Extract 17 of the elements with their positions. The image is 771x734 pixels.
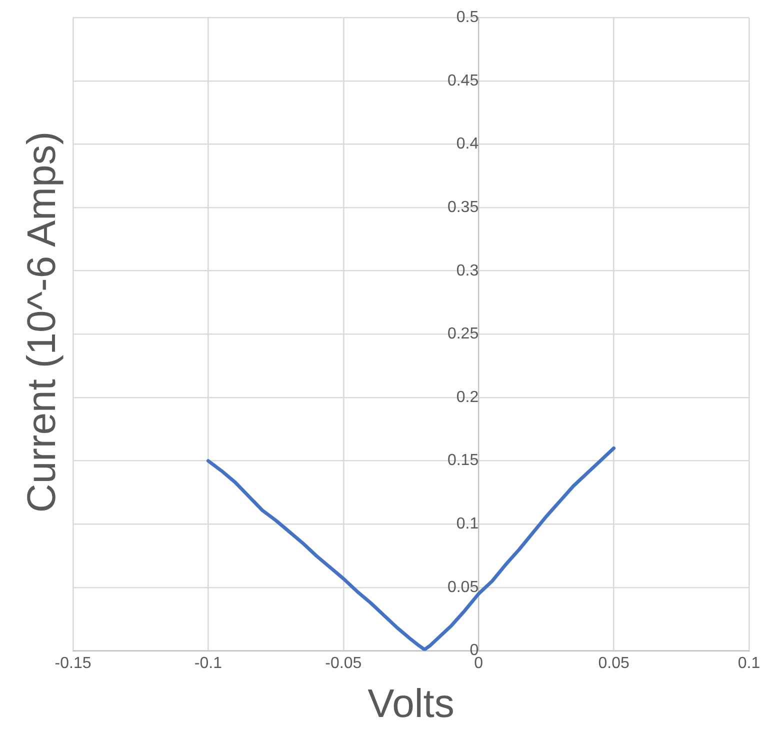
x-tick-label: -0.1 bbox=[194, 654, 222, 672]
x-tick-label: 0.1 bbox=[738, 654, 760, 672]
x-tick-label: -0.15 bbox=[54, 654, 92, 672]
y-tick-label: 0.25 bbox=[447, 326, 479, 343]
y-tick-label: 0.4 bbox=[456, 136, 479, 153]
y-tick-label: 0.45 bbox=[447, 72, 479, 90]
y-tick-label: 0.5 bbox=[456, 9, 479, 26]
y-tick-label: 0.35 bbox=[447, 198, 479, 216]
y-tick-label: 0.05 bbox=[447, 578, 479, 596]
x-tick-label: -0.05 bbox=[325, 654, 362, 672]
y-tick-label: 0.3 bbox=[456, 262, 479, 280]
y-tick-label: 0.2 bbox=[456, 388, 479, 406]
x-tick-label: 0.05 bbox=[598, 654, 630, 672]
y-axis-title: Current (10^-6 Amps) bbox=[20, 131, 64, 513]
y-tick-label: 0.15 bbox=[447, 452, 479, 470]
y-tick-label: 0.1 bbox=[456, 516, 479, 533]
x-axis-title: Volts bbox=[368, 682, 454, 726]
